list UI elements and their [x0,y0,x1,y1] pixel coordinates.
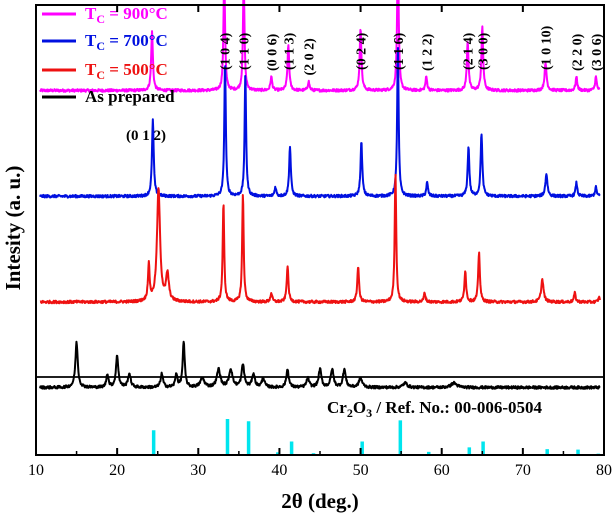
hkl-label: (0 2 4) [355,32,370,70]
legend-label-tc700: TC = 700°C [85,31,168,53]
hkl-label: (1 0 10) [540,25,555,70]
series-tc500 [39,173,601,305]
reference-label: Cr2O3 / Ref. No.: 00-006-0504 [327,398,543,420]
x-tick-label: 80 [596,462,612,479]
hkl-label: (1 1 0) [238,32,253,70]
x-axis-label: 2θ (deg.) [281,489,358,513]
hkl-label: (2 1 4) [462,32,477,70]
hkl-label: (3 0 0) [476,32,491,70]
x-tick-label: 30 [190,462,206,479]
x-tick-label: 20 [109,462,125,479]
hkl-label: (2 2 0) [570,33,585,71]
reference-panel: Cr2O3 / Ref. No.: 00-006-0504 [36,376,604,455]
legend-label-tc500: TC = 500°C [85,60,168,82]
legend-label-asprep: As prepared [85,87,175,106]
hkl-labels: (0 1 2) (1 0 4) (1 1 0) (0 0 6) (1 1 3) (2 0 … [126,25,605,144]
axes: 10 20 30 40 50 60 70 80 [28,4,612,479]
hkl-label: (3 0 6) [590,33,605,71]
x-tick-label: 70 [515,462,531,479]
hkl-label: (2 0 2) [303,38,318,76]
legend-label-tc900: TC = 900°C [85,4,168,26]
hkl-label: (1 0 4) [218,32,233,70]
x-tick-label: 50 [353,462,369,479]
hkl-label: (0 0 6) [265,33,280,71]
hkl-label: (1 2 2) [420,33,435,71]
series-asprep [39,340,601,390]
x-tick-label: 10 [28,462,44,479]
series-layer [39,0,601,390]
series-tc900 [39,0,601,93]
x-tick-label: 40 [271,462,287,479]
y-axis-label: Intesity (a. u.) [1,166,25,291]
x-tick-label: 60 [434,462,450,479]
hkl-label: (1 1 6) [392,32,407,70]
series-tc700 [39,47,601,199]
hkl-label: (0 1 2) [126,128,166,144]
hkl-label: (1 1 3) [282,32,297,70]
legend: TC = 900°C TC = 700°C TC = 500°C As prepare… [42,4,175,106]
